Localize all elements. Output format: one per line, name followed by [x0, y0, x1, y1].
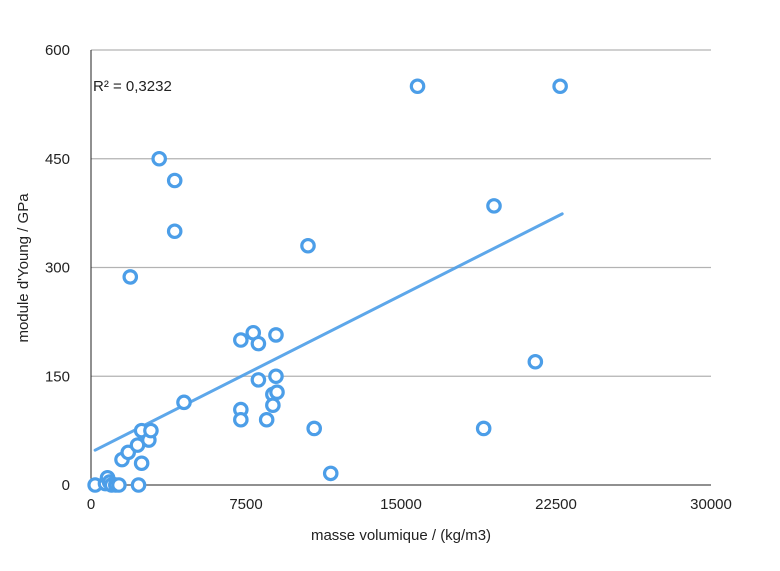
data-point [130, 477, 147, 493]
data-point [409, 78, 426, 95]
x-tick-label: 0 [87, 496, 95, 513]
data-point [486, 198, 502, 214]
data-points [87, 78, 568, 493]
x-tick-label: 30000 [690, 496, 732, 513]
data-point [166, 223, 183, 240]
data-point [268, 327, 284, 343]
grid-lines [91, 49, 711, 377]
data-point [265, 397, 281, 414]
data-point [268, 368, 284, 385]
x-tick-label: 7500 [229, 496, 262, 513]
data-point [322, 465, 339, 482]
x-tick-label: 15000 [380, 496, 422, 513]
data-point [233, 411, 249, 428]
data-point [151, 150, 167, 167]
data-point [133, 455, 150, 472]
data-point [269, 384, 285, 400]
y-tick-label: 300 [45, 260, 70, 277]
data-point [475, 420, 492, 437]
data-point [258, 411, 275, 428]
data-point [111, 477, 127, 493]
data-point [527, 353, 544, 370]
x-axis-label: masse volumique / (kg/m3) [311, 527, 491, 544]
x-tick-label: 22500 [535, 496, 577, 513]
y-tick-label: 0 [62, 477, 70, 494]
y-tick-label: 600 [45, 42, 70, 59]
data-point [143, 422, 159, 439]
data-point [176, 394, 192, 411]
trendline [93, 212, 564, 452]
data-point [166, 172, 183, 189]
data-point [250, 335, 267, 352]
data-point [552, 78, 568, 95]
x-tick-labels: 0 7500 15000 22500 30000 [87, 496, 732, 513]
y-tick-label: 450 [45, 151, 70, 168]
data-point [122, 269, 139, 285]
data-point [300, 237, 316, 254]
y-axis-label: module d'Young / GPa [15, 193, 32, 343]
y-tick-labels: 0 150 300 450 600 [45, 42, 70, 494]
r-squared-annotation: R² = 0,3232 [93, 78, 172, 95]
y-tick-label: 150 [45, 368, 70, 385]
data-point [306, 420, 322, 437]
data-point [250, 372, 267, 388]
data-point [233, 332, 249, 348]
